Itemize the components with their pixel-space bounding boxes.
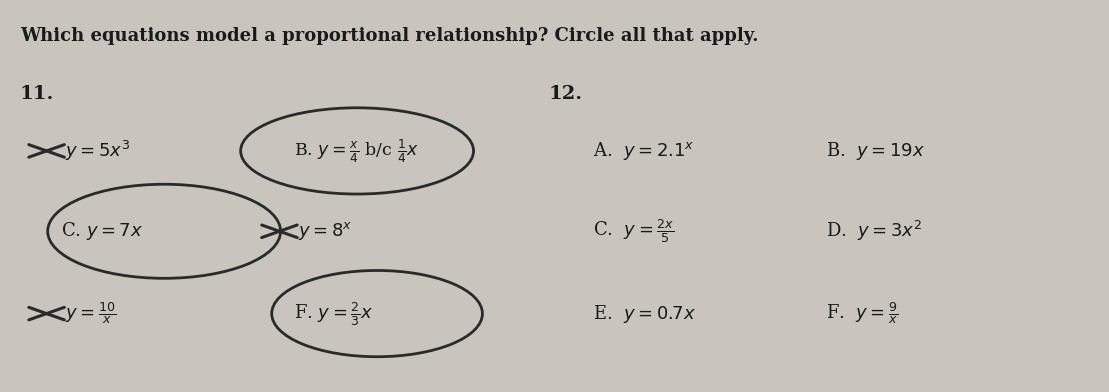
Text: B. $y = \frac{x}{4}$ b/c $\frac{1}{4}x$: B. $y = \frac{x}{4}$ b/c $\frac{1}{4}x$ — [294, 137, 419, 165]
Text: E.  $y = 0.7x$: E. $y = 0.7x$ — [593, 303, 696, 325]
Text: Which equations model a proportional relationship? Circle all that apply.: Which equations model a proportional rel… — [20, 27, 759, 45]
Text: B.  $y = 19x$: B. $y = 19x$ — [826, 140, 925, 162]
Text: D.  $y = 3x^2$: D. $y = 3x^2$ — [826, 219, 923, 243]
Text: F. $y = \frac{2}{3}x$: F. $y = \frac{2}{3}x$ — [294, 299, 374, 328]
Text: $y = 5x^3$: $y = 5x^3$ — [65, 139, 131, 163]
Text: $y = 8^x$: $y = 8^x$ — [298, 220, 353, 242]
Text: 12.: 12. — [549, 85, 583, 103]
Text: F.  $y = \frac{9}{x}$: F. $y = \frac{9}{x}$ — [826, 301, 898, 327]
Text: A.  $y = 2.1^x$: A. $y = 2.1^x$ — [593, 140, 694, 162]
Text: C.  $y = \frac{2x}{5}$: C. $y = \frac{2x}{5}$ — [593, 217, 674, 245]
Text: $y = \frac{10}{x}$: $y = \frac{10}{x}$ — [65, 301, 116, 327]
Text: 11.: 11. — [20, 85, 54, 103]
Text: C. $y = 7x$: C. $y = 7x$ — [61, 220, 143, 242]
